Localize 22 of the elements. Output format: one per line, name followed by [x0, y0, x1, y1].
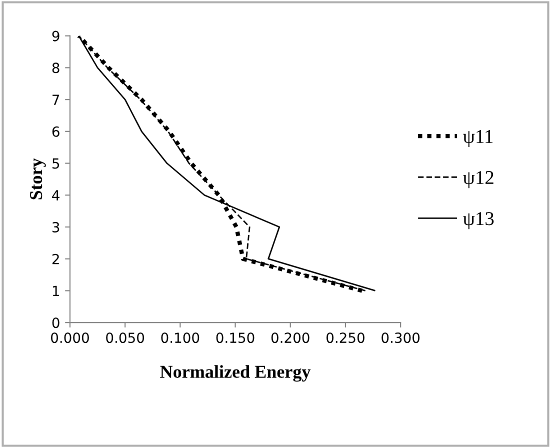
- legend-label: ψ12: [463, 171, 494, 188]
- x-tick-label: 0.300: [382, 332, 420, 344]
- legend-label: ψ13: [463, 212, 494, 230]
- y-tick-label: 6: [52, 126, 60, 137]
- x-tick-label: 0.000: [51, 332, 89, 344]
- x-tick-label: 0.200: [271, 332, 310, 344]
- y-tick-label: 4: [52, 190, 60, 200]
- y-tick-label: 0: [52, 318, 60, 328]
- y-tick-label: 8: [52, 62, 60, 74]
- y-axis-title: Story: [30, 158, 46, 200]
- y-tick-label: 5: [52, 158, 60, 169]
- y-tick-label: 1: [52, 286, 59, 296]
- y-tick-label: 7: [52, 94, 60, 105]
- x-tick-label: 0.100: [161, 332, 200, 344]
- y-tick-label: 2: [52, 254, 59, 264]
- x-axis-title: Normalized Energy: [160, 365, 311, 382]
- x-tick-label: 0.250: [326, 332, 364, 344]
- y-tick-label: 9: [52, 30, 60, 42]
- x-tick-label: 0.150: [216, 332, 254, 344]
- legend-label: ψ11: [463, 130, 493, 147]
- y-tick-label: 3: [52, 222, 60, 232]
- x-tick-label: 0.050: [106, 332, 144, 344]
